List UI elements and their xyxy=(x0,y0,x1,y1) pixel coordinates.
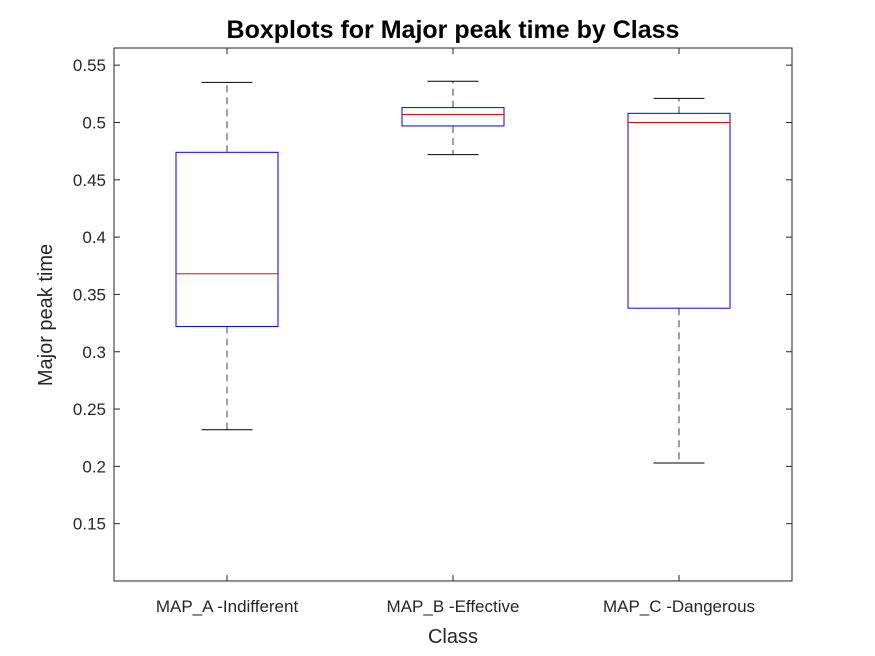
x-tick-label: MAP_A -Indifferent xyxy=(156,597,299,616)
y-axis-label: Major peak time xyxy=(35,244,57,386)
y-tick-label: 0.25 xyxy=(73,400,106,419)
x-tick-label: MAP_B -Effective xyxy=(387,597,520,616)
box-iqr xyxy=(401,107,505,127)
chart-title: Boxplots for Major peak time by Class xyxy=(227,16,680,44)
y-tick-label: 0.2 xyxy=(82,457,106,476)
y-tick-label: 0.15 xyxy=(73,515,106,534)
y-tick-label: 0.55 xyxy=(73,56,106,75)
y-tick-label: 0.35 xyxy=(73,285,106,304)
y-tick-label: 0.45 xyxy=(73,171,106,190)
x-axis-label: Class xyxy=(428,626,478,648)
box-iqr xyxy=(175,151,279,328)
y-tick-label: 0.3 xyxy=(82,343,106,362)
y-tick-label: 0.4 xyxy=(82,228,106,247)
y-tick-label: 0.5 xyxy=(82,114,106,133)
box-iqr xyxy=(627,112,731,309)
x-tick-label: MAP_C -Dangerous xyxy=(603,597,755,616)
